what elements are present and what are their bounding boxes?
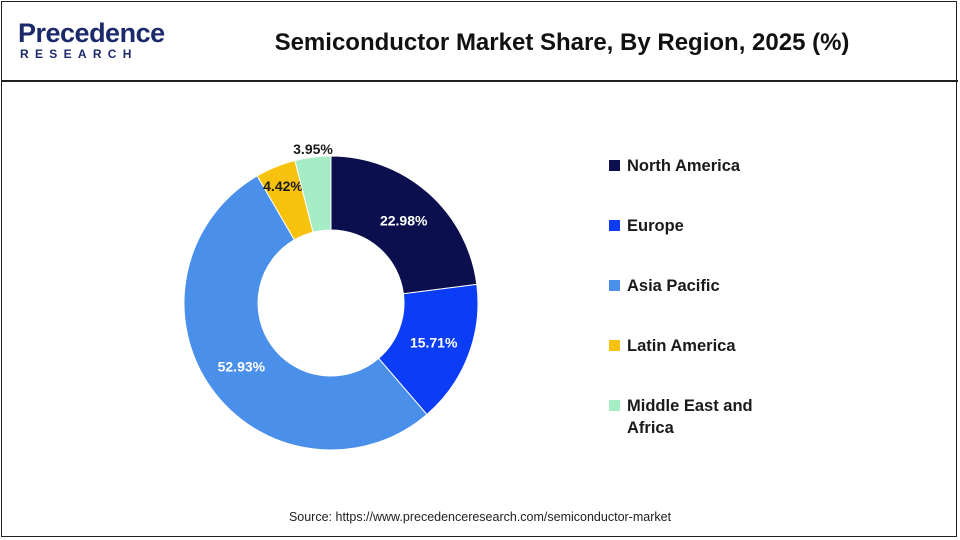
data-label-middle-east-africa: 3.95% <box>293 141 333 157</box>
legend-swatch <box>609 280 620 291</box>
source-note: Source: https://www.precedenceresearch.c… <box>288 510 672 524</box>
data-label-europe: 15.71% <box>410 334 458 350</box>
legend-item-middle-east-africa: Middle East and Africa <box>609 392 809 452</box>
legend-swatch <box>609 220 620 231</box>
data-label-asia-pacific: 52.93% <box>218 359 266 375</box>
legend-swatch <box>609 160 620 171</box>
legend-swatch <box>609 340 620 351</box>
legend-label: North America <box>627 157 741 175</box>
data-label-north-america: 22.98% <box>380 212 428 228</box>
legend-label: Asia Pacific <box>627 277 720 295</box>
legend-label: Europe <box>627 217 684 235</box>
donut-slice-north-america <box>330 155 478 295</box>
legend: North America Europe Asia Pacific Latin … <box>609 152 809 452</box>
donut-slice-middle-east-africa <box>294 155 332 233</box>
legend-item-north-america: North America <box>609 152 809 212</box>
brand-logo: Precedence RESEARCH <box>18 19 168 65</box>
logo-wordmark: Precedence <box>18 18 165 48</box>
legend-label: Middle East and Africa <box>627 397 753 437</box>
donut-slice-asia-pacific <box>183 175 428 451</box>
legend-label: Latin America <box>627 337 736 355</box>
logo-subtitle: RESEARCH <box>20 47 138 61</box>
legend-swatch <box>609 400 620 411</box>
legend-item-asia-pacific: Asia Pacific <box>609 272 809 332</box>
header: Precedence RESEARCH Semiconductor Market… <box>2 2 958 82</box>
data-label-latin-america: 4.42% <box>263 178 303 194</box>
chart-title: Semiconductor Market Share, By Region, 2… <box>274 29 850 56</box>
legend-item-europe: Europe <box>609 212 809 272</box>
legend-item-latin-america: Latin America <box>609 332 809 392</box>
